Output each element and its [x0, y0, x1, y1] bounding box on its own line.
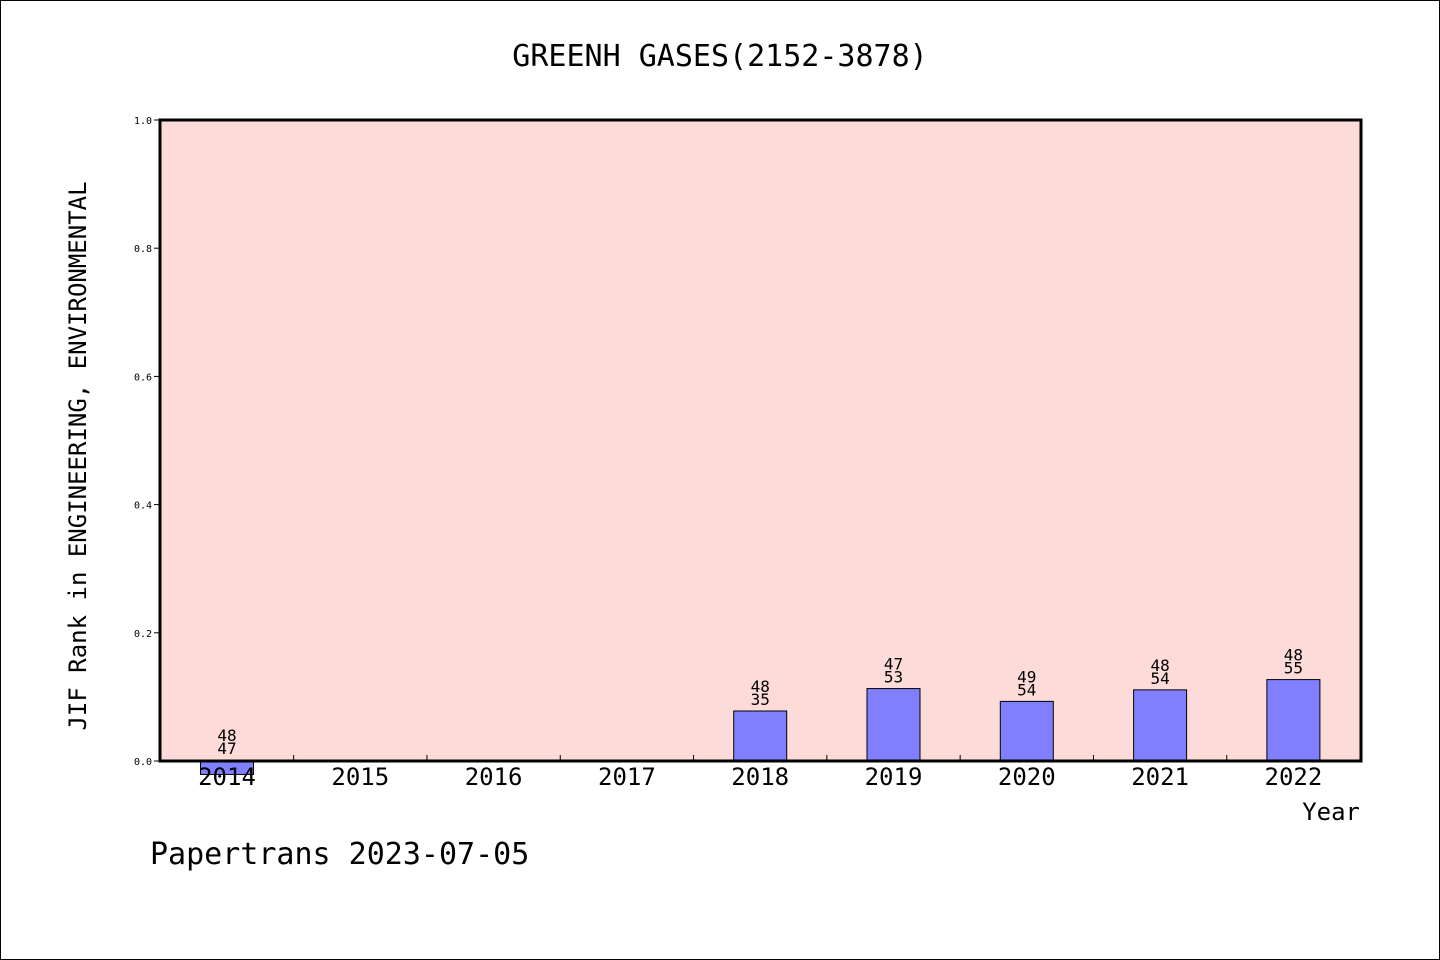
x-tick-label: 2017	[598, 763, 656, 791]
x-tick-label: 2022	[1265, 763, 1323, 791]
y-tick-label: 0.0	[134, 757, 152, 768]
bar	[1266, 679, 1321, 762]
y-axis: 0.0 0.2 0.4 0.6 0.8 1.0	[134, 116, 160, 768]
bar	[999, 700, 1054, 762]
y-tick-label: 0.2	[134, 629, 152, 640]
plot-area	[160, 120, 1361, 761]
y-tick-label: 0.8	[134, 244, 152, 255]
bar-label-bottom: 53	[884, 668, 903, 687]
bar	[866, 688, 921, 762]
bar-label-top: 49	[1017, 667, 1036, 686]
bar-label-bottom: 35	[751, 690, 770, 709]
bar-label-top: 48	[217, 726, 236, 745]
bar-label-top: 47	[884, 655, 903, 674]
x-axis-label: Year	[1302, 798, 1360, 826]
bars-group	[200, 679, 1321, 775]
y-tick-label: 0.4	[134, 501, 152, 512]
x-axis: 2014 2015 2016 2017 2018 2019 2020 2021 2022	[198, 755, 1322, 791]
y-tick-label: 1.0	[134, 116, 152, 127]
chart-title: GREENH GASES(2152-3878)	[512, 39, 927, 74]
bar-label-top: 48	[751, 677, 770, 696]
x-tick-label: 2019	[865, 763, 923, 791]
x-tick-label: 2015	[331, 763, 389, 791]
bar-label-bottom: 55	[1284, 659, 1303, 678]
bar-label-top: 48	[1284, 646, 1303, 665]
bar	[733, 710, 788, 762]
x-tick-label: 2018	[731, 763, 789, 791]
bar	[1133, 689, 1188, 762]
x-tick-label: 2016	[465, 763, 523, 791]
y-axis-label: JIF Rank in ENGINEERING, ENVIRONMENTAL	[64, 181, 92, 730]
plot-border	[158, 118, 1363, 763]
footer-text: Papertrans 2023-07-05	[150, 837, 529, 872]
bar-label-bottom: 47	[217, 739, 236, 758]
x-tick-label: 2014	[198, 763, 256, 791]
x-tick-label: 2020	[998, 763, 1056, 791]
bar-label-top: 48	[1150, 656, 1169, 675]
bar-label-bottom: 54	[1150, 669, 1169, 688]
bar-label-bottom: 54	[1017, 680, 1036, 699]
y-tick-label: 0.6	[134, 372, 152, 383]
x-tick-label: 2021	[1131, 763, 1189, 791]
